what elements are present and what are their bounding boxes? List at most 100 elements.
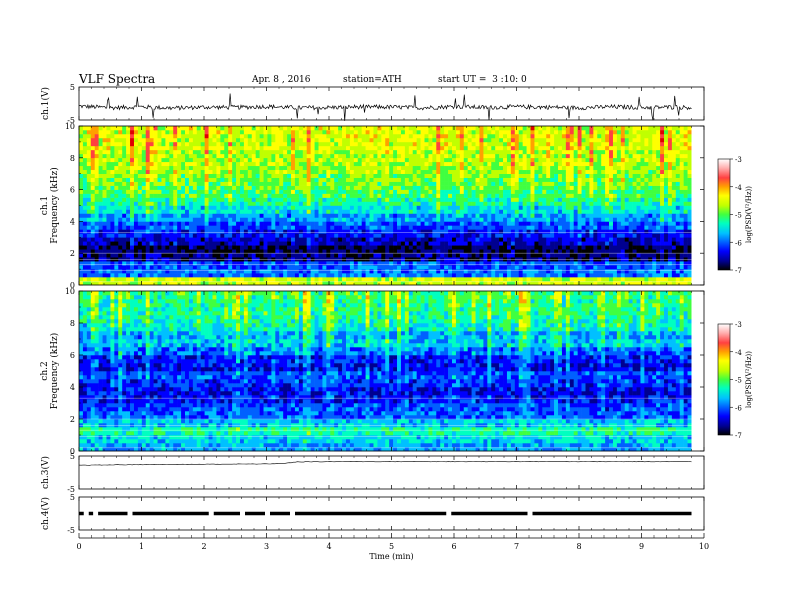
spectrogram-cell (114, 237, 119, 242)
spectrogram-cell (283, 145, 288, 151)
spectrogram-cell (487, 233, 492, 238)
spectrogram-cell (408, 205, 414, 210)
spectrogram-cell (389, 245, 394, 250)
spectrogram-cell (118, 225, 123, 230)
spectrogram-cell (232, 273, 237, 278)
spectrogram-cell (243, 145, 249, 151)
spectrogram-cell (400, 241, 406, 246)
spectrogram-cell (239, 145, 245, 151)
spectrogram-cell (247, 133, 253, 139)
spectrogram-cell (471, 225, 476, 230)
spectrogram-cell (495, 281, 500, 286)
spectrogram-cell (228, 177, 233, 182)
spectrogram-cell (251, 177, 256, 182)
spectrogram-cell (522, 189, 527, 194)
spectrogram-cell (263, 181, 268, 186)
spectrogram-cell (90, 149, 96, 155)
spectrogram-cell (483, 157, 488, 163)
spectrogram-cell (216, 169, 221, 174)
spectrogram-cell (165, 217, 170, 222)
spectrogram-cell (546, 249, 551, 254)
spectrogram-cell (153, 149, 158, 155)
spectrogram-cell (397, 185, 402, 190)
spectrogram-cell (377, 229, 382, 234)
spectrogram-cell (149, 261, 154, 266)
spectrogram-cell (165, 185, 170, 190)
spectrogram-cell (550, 217, 555, 222)
spectrogram-cell (326, 193, 331, 198)
spectrogram-cell (232, 149, 237, 155)
spectrogram-cell (283, 126, 288, 131)
spectrogram-cell (377, 249, 382, 254)
spectrogram-cell (448, 173, 453, 178)
spectrogram-cell (86, 193, 92, 198)
spectrogram-cell (550, 225, 555, 230)
spectrogram-cell (185, 249, 190, 254)
spectrogram-cell (106, 145, 111, 151)
spectrogram-cell (287, 245, 292, 250)
spectrogram-cell (228, 193, 233, 198)
spectrogram-cell (428, 277, 433, 282)
spectrogram-cell (404, 133, 410, 139)
spectrogram-cell (471, 213, 476, 218)
spectrogram-cell (542, 169, 547, 174)
spectrogram-cell (397, 277, 402, 282)
spectrogram-cell (377, 225, 382, 230)
spectrogram-cell (452, 225, 457, 230)
spectrogram-cell (444, 153, 449, 159)
spectrogram-cell (330, 269, 335, 274)
spectrogram-cell (444, 126, 449, 131)
spectrogram-cell (188, 245, 194, 250)
spectrogram-cell (216, 217, 221, 222)
spectrogram-cell (554, 165, 559, 171)
spectrogram-cell (161, 277, 166, 282)
spectrogram-cell (326, 241, 331, 246)
spectrogram-cell (216, 213, 221, 218)
spectrogram-cell (137, 185, 143, 190)
spectrogram-cell (196, 213, 202, 218)
spectrogram-cell (216, 197, 221, 202)
spectrogram-cell (224, 141, 229, 147)
spectrogram-cell (369, 217, 374, 222)
spectrogram-cell (279, 129, 284, 135)
spectrogram-cell (102, 161, 107, 167)
spectrogram-cell (263, 269, 268, 274)
spectrogram-cell (157, 221, 162, 226)
spectrogram-cell (334, 169, 339, 174)
spectrogram-cell (397, 141, 402, 147)
spectrogram-cell (232, 277, 237, 282)
spectrogram-cell (224, 237, 229, 242)
spectrogram-cell (283, 153, 288, 159)
spectrogram-cell (428, 177, 433, 182)
spectrogram-cell (428, 281, 433, 286)
spectrogram-cell (122, 261, 127, 266)
spectrogram-cell (365, 201, 370, 206)
spectrogram-cell (122, 237, 127, 242)
spectrogram-cell (377, 137, 382, 143)
spectrogram-cell (255, 145, 260, 151)
spectrogram-cell (90, 189, 96, 194)
spectrogram-cell (436, 133, 441, 139)
spectrogram-cell (416, 126, 421, 131)
spectrogram-cell (345, 233, 351, 238)
spectrogram-cell (122, 149, 127, 155)
spectrogram-cell (342, 181, 347, 186)
spectrogram-cell (133, 217, 139, 222)
spectrogram-cell (318, 197, 323, 202)
spectrogram-cell (385, 193, 390, 198)
spectrogram-cell (400, 149, 406, 155)
spectrogram-cell (424, 281, 429, 286)
spectrogram-cell (326, 161, 331, 167)
spectrogram-cell (102, 273, 107, 278)
spectrogram-cell (98, 237, 103, 242)
spectrogram-cell (102, 225, 107, 230)
spectrogram-cell (188, 129, 194, 135)
spectrogram-cell (239, 157, 245, 163)
spectrogram-cell (483, 197, 488, 202)
spectrogram-cell (133, 137, 139, 143)
spectrogram-cell (381, 181, 386, 186)
spectrogram-cell (310, 277, 315, 282)
spectrogram-cell (165, 281, 170, 286)
spectrogram-cell (130, 277, 135, 282)
spectrogram-cell (530, 229, 535, 234)
